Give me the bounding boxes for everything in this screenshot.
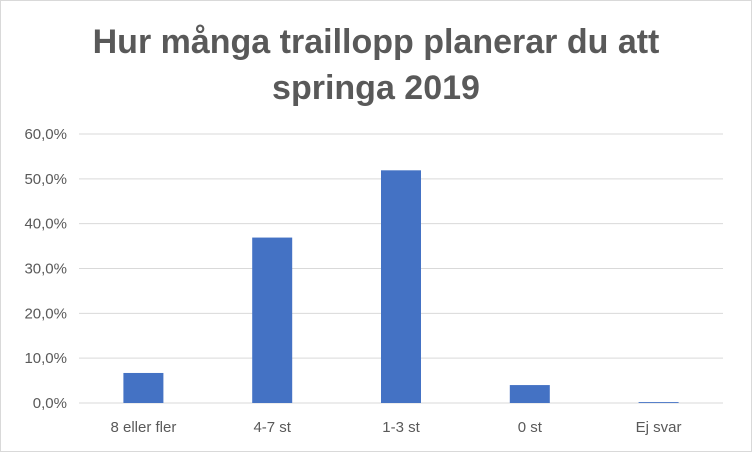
bar — [252, 237, 293, 403]
x-tick-label: 4-7 st — [253, 419, 291, 436]
x-tick-label: 1-3 st — [382, 419, 420, 436]
x-tick-label: 0 st — [518, 419, 543, 436]
chart-title-line-2: springa 2019 — [272, 69, 480, 107]
y-tick-label: 50,0% — [24, 171, 67, 188]
bar — [638, 402, 679, 403]
bar — [509, 385, 550, 403]
x-tick-label: 8 eller fler — [110, 419, 176, 436]
chart-title: Hur många traillopp planerar du att spri… — [1, 19, 751, 111]
bar — [381, 170, 421, 403]
y-tick-label: 20,0% — [24, 305, 67, 322]
y-tick-label: 60,0% — [24, 126, 67, 143]
bar — [123, 372, 164, 403]
y-tick-label: 10,0% — [24, 350, 67, 367]
y-tick-label: 30,0% — [24, 261, 67, 278]
x-tick-label: Ej svar — [636, 419, 682, 436]
chart-title-line-1: Hur många traillopp planerar du att — [92, 23, 660, 61]
y-tick-label: 0,0% — [33, 395, 67, 412]
y-tick-label: 40,0% — [24, 216, 67, 233]
